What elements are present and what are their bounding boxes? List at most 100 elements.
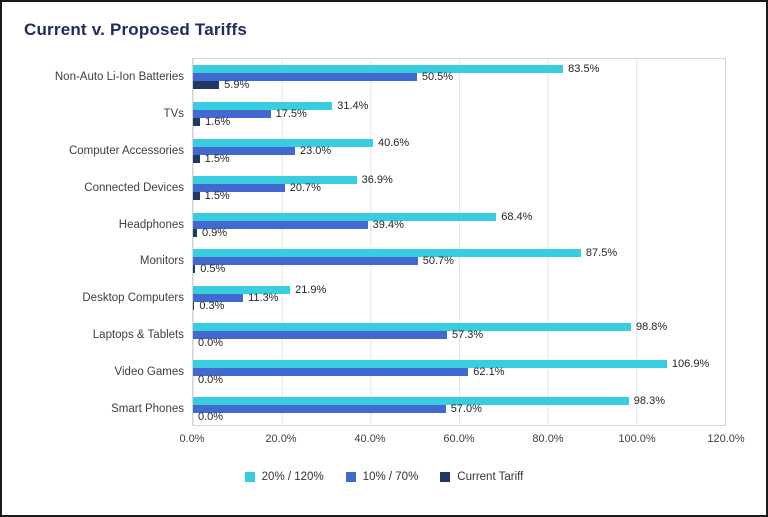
value-label: 1.6% [205,116,231,129]
bar-line: 98.3% [193,394,725,407]
bar-current-tariff [193,302,195,311]
bar-line: 0.5% [193,263,725,276]
x-tick-label: 100.0% [618,433,656,445]
category-label: TVs [163,108,184,121]
plot-area: Non-Auto Li-Ion Batteries 83.5% 50.5% 5.9% T… [55,58,726,427]
bar-group: Computer Accessories 40.6% 23.0% 1.5% [69,133,725,170]
legend-swatch-icon [440,472,451,482]
bar-line: 50.7% [193,255,725,268]
value-label: 1.5% [204,189,230,202]
value-label: 0.0% [198,336,224,349]
bar-20-120- [193,138,373,147]
value-label: 0.3% [199,300,225,313]
value-label: 20.7% [289,181,321,194]
value-label: 39.4% [372,218,404,231]
value-label: 83.5% [568,63,600,76]
bar-group: Non-Auto Li-Ion Batteries 83.5% 50.5% 5.9% [55,59,725,96]
x-tick-label: 80.0% [532,433,564,445]
bar-line: 0.0% [193,410,725,423]
bar-group: Desktop Computers 21.9% 11.3% 0.3% [82,280,725,317]
value-label: 11.3% [248,292,279,305]
bar-20-120- [193,322,631,331]
bar-current-tariff [193,118,201,127]
bar-line: 1.5% [193,189,725,202]
legend-label: 10% / 70% [362,471,419,483]
bar-group: TVs 31.4% 17.5% 1.6% [164,96,725,133]
bar-current-tariff [193,154,200,163]
bar-line: 39.4% [193,218,725,231]
bar-line: 1.5% [193,152,725,165]
bar-stack: 98.3% 57.0% 0.0% [193,394,725,423]
value-label: 23.0% [299,144,332,157]
bar-line: 57.0% [193,403,725,414]
bar-line: 68.4% [193,210,725,223]
bar-10-70- [193,330,448,339]
category-label: Video Games [114,365,184,378]
bar-line: 62.1% [193,365,725,378]
bar-line: 20.7% [193,181,725,194]
bar-group: Smart Phones 98.3% 57.0% 0.0% [111,390,725,427]
value-label: 1.5% [204,152,230,165]
value-label: 0.0% [198,410,224,423]
category-label: Non-Auto Li-Ion Batteries [54,71,184,84]
value-label: 31.4% [337,100,369,113]
bar-group: Monitors 87.5% 50.7% 0.5% [140,243,725,280]
x-tick-label: 60.0% [443,433,475,445]
value-label: 36.9% [361,173,393,186]
value-label: 5.9% [224,79,250,92]
bar-line: 17.5% [193,108,725,121]
bar-line: 0.9% [193,226,725,239]
bar-stack: 68.4% 39.4% 0.9% [193,210,725,239]
bar-stack: 98.8% 57.3% 0.0% [193,321,725,349]
bar-line: 0.3% [193,300,725,313]
bar-stack: 21.9% 11.3% 0.3% [193,284,725,313]
bar-20-120- [193,396,629,405]
bar-10-70- [193,257,418,266]
bar-line: 23.0% [193,144,725,157]
legend-label: 20% / 120% [261,471,324,483]
bar-20-120- [193,65,564,74]
bar-current-tariff [193,265,196,274]
legend-swatch-icon [345,472,356,482]
bar-20-120- [193,212,497,221]
bar-stack: 40.6% 23.0% 1.5% [193,136,725,165]
bar-line: 1.6% [193,116,725,129]
value-label: 62.1% [473,365,505,378]
x-tick-label: 0.0% [179,433,205,445]
category-label: Laptops & Tablets [92,328,184,341]
value-label: 0.9% [201,226,228,239]
category-label: Connected Devices [84,181,184,194]
bar-group: Video Games 106.9% 62.1% 0.0% [115,353,725,390]
legend-item: Current Tariff [440,471,523,483]
legend-swatch-icon [244,472,255,482]
value-label: 98.3% [633,394,665,407]
value-label: 50.7% [422,255,454,268]
value-label: 21.9% [295,284,327,297]
bar-10-70- [193,146,295,155]
bar-20-120- [193,102,333,111]
category-label: Headphones [118,218,184,231]
value-label: 0.5% [200,263,226,276]
bar-current-tariff [193,191,200,200]
bar-line: 40.6% [193,136,725,149]
x-axis: 0.0% 20.0% 40.0% 60.0% 80.0% 100.0% 120.0% [179,433,744,449]
bar-line: 106.9% [193,358,725,369]
bar-group: Laptops & Tablets 98.8% 57.3% 0.0% [93,317,725,354]
value-label: 17.5% [275,108,307,121]
value-label: 40.6% [377,136,410,149]
bar-10-70- [193,294,244,303]
value-label: 68.4% [501,210,533,223]
bar-10-70- [193,73,417,82]
bar-10-70- [193,110,271,119]
bar-line: 0.0% [193,373,725,386]
category-label: Desktop Computers [82,292,184,305]
x-tick-label: 40.0% [354,433,386,445]
bar-10-70- [193,404,446,413]
bar-10-70- [193,220,368,229]
bar-stack: 36.9% 20.7% 1.5% [193,173,725,202]
bar-line: 21.9% [193,284,725,297]
value-label: 0.0% [198,373,224,386]
bar-10-70- [193,183,285,192]
value-label: 50.5% [421,71,454,84]
bar-stack: 83.5% 50.5% 5.9% [193,63,725,92]
